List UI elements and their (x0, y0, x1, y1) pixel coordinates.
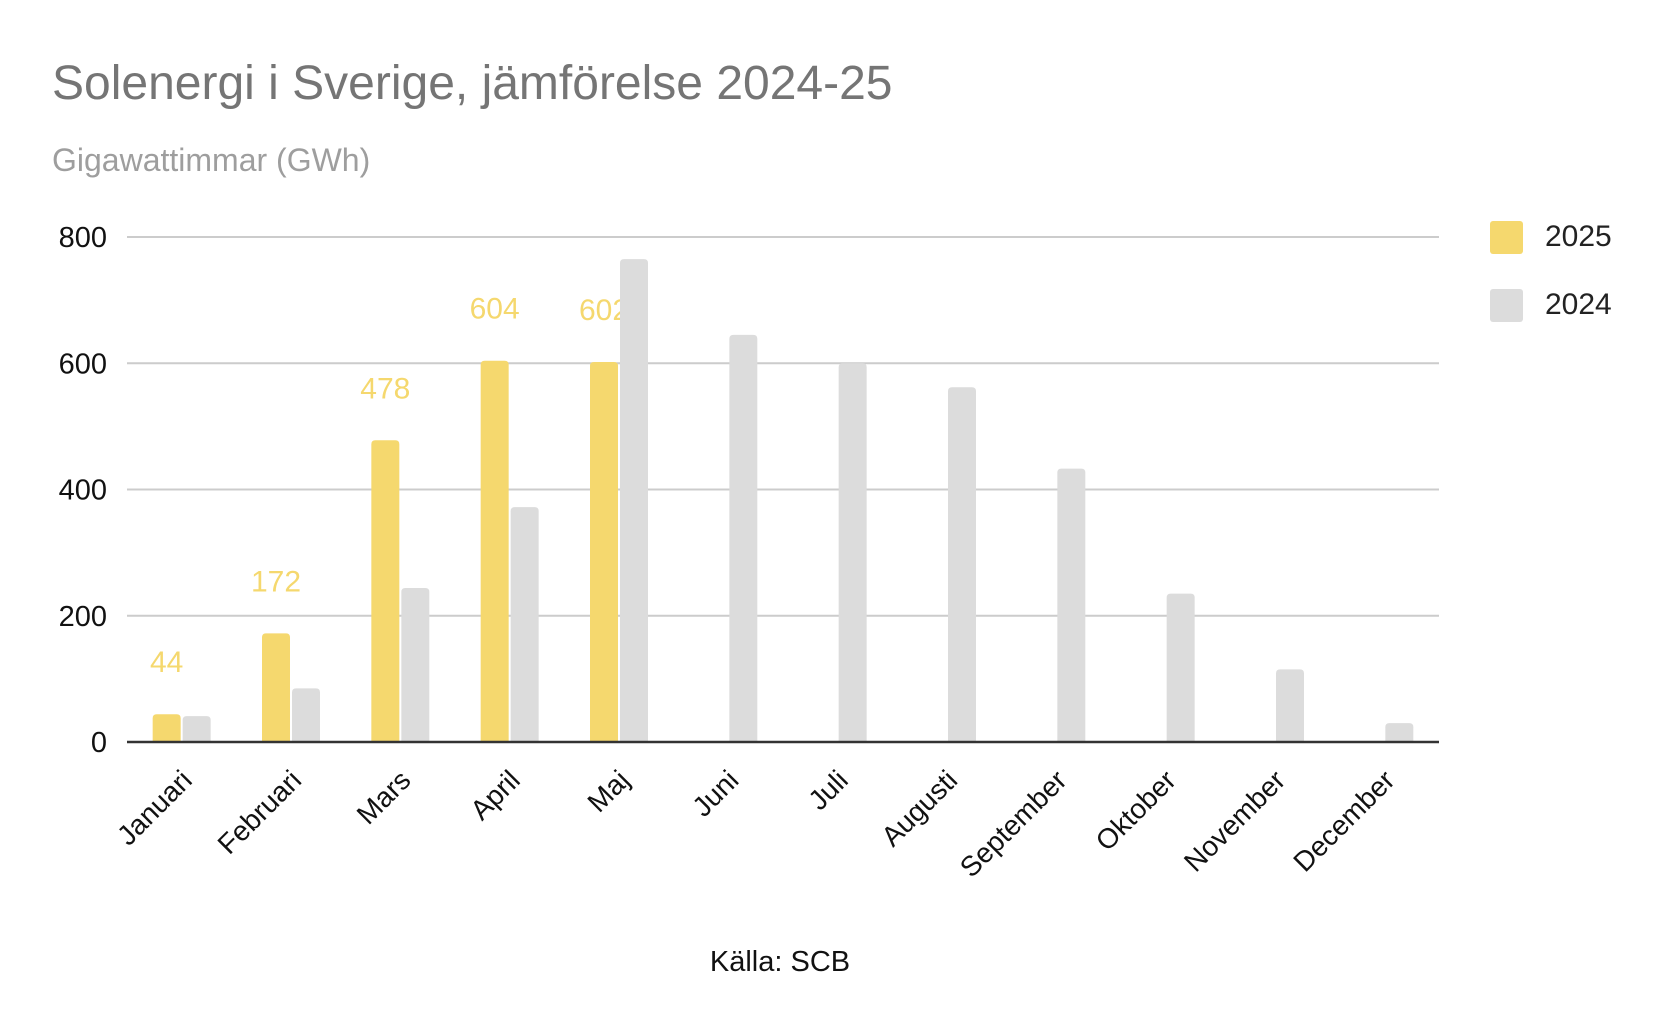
legend-swatch-2024 (1490, 288, 1523, 322)
x-tick-label: November (1178, 764, 1291, 877)
legend-label-2025: 2025 (1545, 220, 1612, 253)
data-label-2025: 172 (251, 565, 301, 598)
bar-2024 (1385, 723, 1414, 742)
bar-2024 (729, 334, 758, 742)
x-tick-label: Juli (802, 764, 854, 816)
chart-title: Solenergi i Sverige, jämförelse 2024-25 (52, 57, 893, 110)
bar-2024 (182, 716, 211, 742)
bar-2024 (948, 387, 976, 742)
x-tick-label: Juni (686, 764, 744, 822)
x-tick-label: Oktober (1090, 764, 1182, 856)
y-tick-label: 400 (59, 475, 107, 507)
bar-2024 (510, 507, 539, 742)
bar-2024 (1276, 669, 1304, 742)
x-tick-label: Augusti (875, 764, 963, 852)
chart-source: Källa: SCB (709, 946, 851, 978)
bar-2024 (1057, 468, 1086, 742)
x-tick-label: April (464, 764, 526, 826)
bar-2025 (262, 633, 290, 742)
legend-item-2025: 2025 (1490, 220, 1612, 254)
x-tick-label: Mars (351, 764, 417, 830)
x-tick-label: December (1287, 764, 1400, 877)
y-tick-label: 0 (91, 727, 107, 759)
y-tick-label: 200 (59, 601, 107, 633)
data-label-2025: 478 (360, 372, 410, 405)
bar-2024 (838, 363, 867, 742)
y-tick-label: 600 (59, 348, 107, 380)
legend-label-2024: 2024 (1545, 288, 1612, 321)
x-tick-label: Januari (111, 764, 198, 851)
x-tick-label: Maj (581, 764, 635, 818)
data-label-2025: 44 (150, 646, 183, 679)
bar-2024 (401, 587, 430, 742)
y-tick-label: 800 (59, 222, 107, 254)
bar-2024 (620, 259, 648, 742)
bar-2024 (1166, 593, 1195, 742)
x-tick-label: Februari (212, 764, 308, 860)
bar-2024 (292, 688, 320, 742)
legend-item-2024: 2024 (1490, 288, 1612, 322)
chart-subtitle: Gigawattimmar (GWh) (52, 142, 371, 178)
bar-2025 (371, 440, 400, 742)
bar-2025 (480, 360, 509, 742)
legend-swatch-2025 (1490, 220, 1523, 254)
bar-2025 (590, 361, 618, 742)
x-tick-label: September (954, 764, 1073, 883)
data-label-2025: 604 (470, 293, 520, 326)
bar-2025 (152, 714, 181, 742)
